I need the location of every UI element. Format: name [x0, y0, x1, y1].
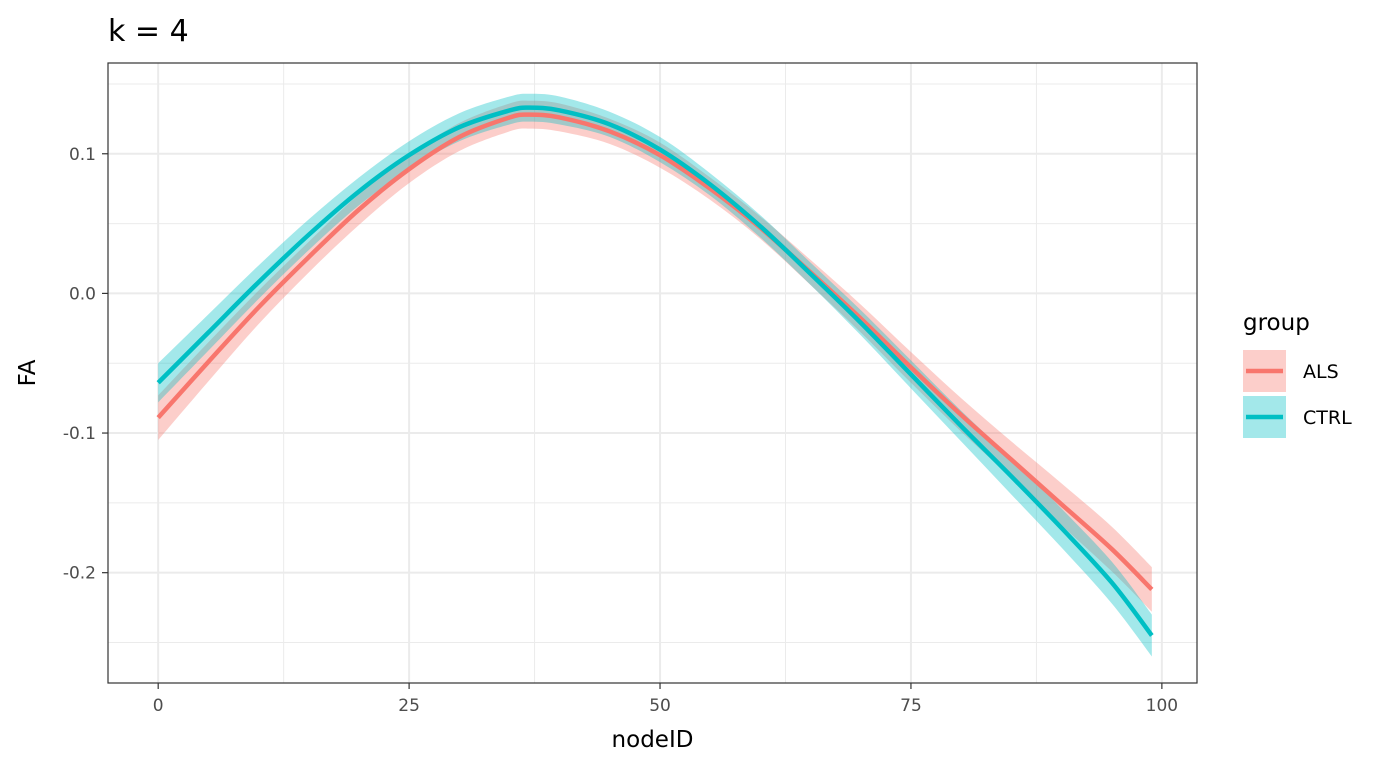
minor-gridlines	[108, 63, 1197, 683]
x-tick-label: 0	[153, 696, 164, 716]
legend-label-ctrl: CTRL	[1303, 407, 1352, 429]
series-line-ctrl	[156, 105, 1154, 637]
x-tick-label: 25	[398, 696, 420, 716]
panel-border	[107, 62, 1198, 684]
legend: group ALS CTRL	[1243, 310, 1352, 438]
series-line-als	[156, 112, 1154, 592]
legend-label-als: ALS	[1303, 361, 1339, 383]
y-tick-label: 0.1	[69, 145, 96, 165]
legend-title: group	[1243, 310, 1310, 336]
x-axis-title: nodeID	[612, 727, 694, 753]
y-tick-label: -0.2	[63, 564, 96, 584]
x-tick-label: 50	[649, 696, 671, 716]
confidence-band-als	[158, 100, 1152, 612]
x-axis-ticks: 0 25 50 75 100	[153, 683, 1178, 716]
x-tick-label: 100	[1146, 696, 1178, 716]
legend-keys: ALS CTRL	[1243, 350, 1352, 438]
y-tick-label: -0.1	[63, 424, 96, 444]
x-tick-label: 75	[900, 696, 922, 716]
y-axis-ticks: 0.1 0.0 -0.1 -0.2	[63, 145, 108, 584]
series-lines	[156, 105, 1154, 637]
y-axis-title: FA	[15, 359, 41, 386]
chart-title: k = 4	[108, 14, 189, 49]
y-tick-label: 0.0	[69, 284, 96, 304]
